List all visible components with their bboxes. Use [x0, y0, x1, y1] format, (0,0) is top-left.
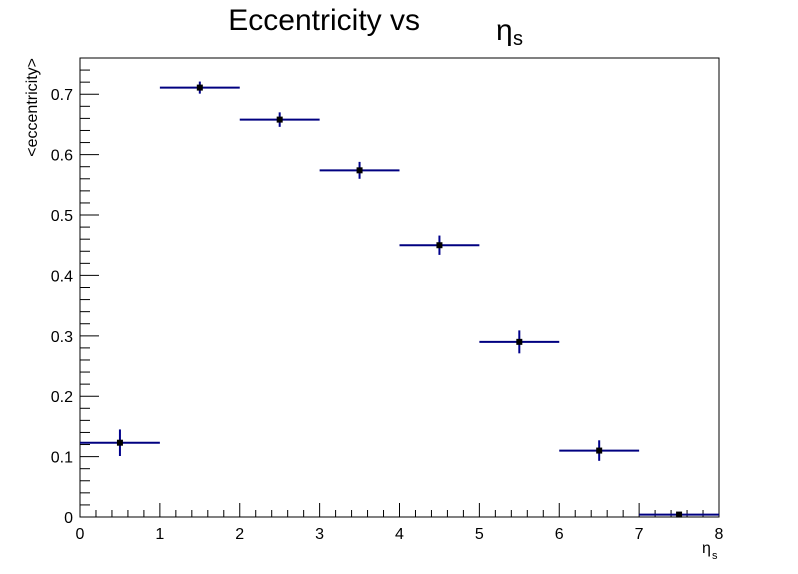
data-point — [319, 161, 400, 179]
y-tick-labels: 0 0.1 0.2 0.3 0.4 0.5 0.6 0.7 — [51, 87, 73, 527]
y-tick-label: 0.7 — [51, 87, 73, 104]
point-marker — [596, 447, 603, 454]
x-tick-label: 0 — [76, 526, 85, 543]
data-points — [80, 81, 719, 518]
point-marker — [516, 338, 523, 345]
x-tick-labels: 0 1 2 3 4 5 6 7 8 — [76, 526, 724, 543]
data-point — [239, 112, 320, 127]
data-point — [80, 429, 160, 457]
x-tick-label: 3 — [315, 526, 324, 543]
axis-ticks — [79, 57, 720, 518]
y-tick-label: 0.5 — [51, 208, 73, 225]
x-axis-label: η — [702, 540, 711, 557]
y-tick-label: 0.4 — [51, 268, 73, 285]
point-marker — [676, 511, 683, 518]
data-point — [639, 511, 719, 518]
x-tick-label: 4 — [395, 526, 404, 543]
data-point — [399, 235, 480, 255]
point-marker — [196, 84, 203, 91]
point-marker — [116, 439, 123, 446]
data-point — [159, 81, 240, 94]
y-tick-label: 0.6 — [51, 148, 73, 165]
x-tick-label: 8 — [715, 526, 724, 543]
point-marker — [276, 116, 283, 123]
point-marker — [356, 167, 363, 174]
x-tick-label: 5 — [475, 526, 484, 543]
x-tick-label: 2 — [235, 526, 244, 543]
y-tick-label: 0.2 — [51, 389, 73, 406]
data-point — [479, 330, 560, 354]
point-marker — [436, 242, 443, 249]
data-point — [559, 440, 640, 461]
x-axis-label-subscript: s — [712, 550, 718, 562]
y-tick-label: 0 — [64, 510, 73, 527]
x-tick-label: 1 — [155, 526, 164, 543]
y-axis-label: <eccentricity> — [24, 58, 41, 157]
chart-title-symbol: η — [496, 14, 513, 47]
y-tick-label: 0.3 — [51, 329, 73, 346]
x-tick-label: 6 — [555, 526, 564, 543]
chart-title: Eccentricity vs — [228, 4, 420, 37]
x-tick-label: 7 — [635, 526, 644, 543]
plot-frame — [79, 57, 720, 518]
chart-title-subscript: s — [513, 28, 523, 50]
y-tick-label: 0.1 — [51, 450, 73, 467]
